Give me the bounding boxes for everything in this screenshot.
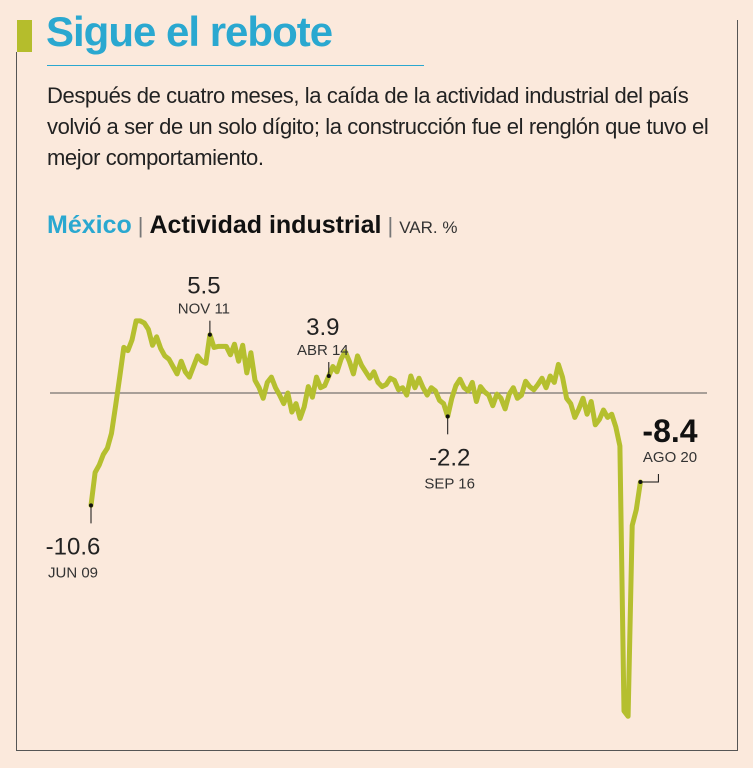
title-accent-bar	[17, 20, 32, 52]
annotation-date: JUN 09	[48, 564, 98, 581]
annotation-date: NOV 11	[178, 301, 230, 318]
annotation-value: 5.5	[187, 273, 220, 300]
annotation-date: SEP 16	[424, 475, 475, 492]
annotation-value: -2.2	[429, 444, 470, 471]
annotation-leader	[640, 474, 659, 483]
title-rule	[47, 65, 424, 66]
annotation-date: ABR 14	[297, 342, 349, 359]
annotation-value: -10.6	[46, 533, 101, 560]
frame-bottom	[16, 750, 738, 751]
indicator-label: Actividad industrial	[149, 211, 382, 239]
unit-label: VAR. %	[399, 218, 458, 237]
separator: |	[137, 213, 144, 238]
annotation-date: AGO 20	[643, 449, 697, 466]
separator: |	[387, 213, 394, 238]
frame-right	[737, 20, 738, 751]
country-label: México	[47, 211, 132, 239]
frame-left	[16, 52, 17, 751]
annotation-value: -8.4	[642, 413, 697, 449]
description: Después de cuatro meses, la caída de la …	[47, 83, 709, 170]
chart-subtitle: México | Actividad industrial | VAR. %	[47, 211, 457, 240]
chart-title: Sigue el rebote	[46, 8, 333, 55]
annotation-value: 3.9	[306, 314, 339, 341]
data-line	[88, 318, 643, 719]
